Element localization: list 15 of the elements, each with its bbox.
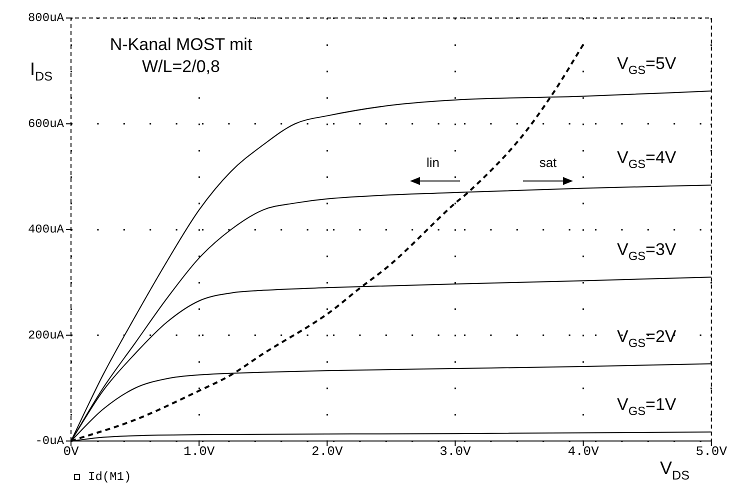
x-tick-label: 3.0V: [440, 444, 472, 460]
y-tick-label: 400uA: [28, 222, 65, 237]
x-tick-label: 5.0V: [696, 444, 728, 460]
y-tick-label: 800uA: [28, 11, 65, 26]
text: N-Kanal MOST mit W/L=2/0,8: [110, 35, 252, 76]
y-tick-label: 200uA: [28, 328, 65, 342]
y-tick-label: 600uA: [28, 116, 65, 131]
text: Id(M1): [88, 470, 132, 484]
x-tick-label: 1.0V: [183, 444, 215, 460]
annotation: lin: [426, 155, 440, 170]
annotation: sat: [539, 155, 558, 170]
x-tick-label: 4.0V: [568, 444, 600, 460]
x-tick-label: 2.0V: [312, 444, 343, 460]
y-tick-label: -0uA: [35, 434, 65, 448]
x-tick-label: 0V: [63, 444, 79, 460]
